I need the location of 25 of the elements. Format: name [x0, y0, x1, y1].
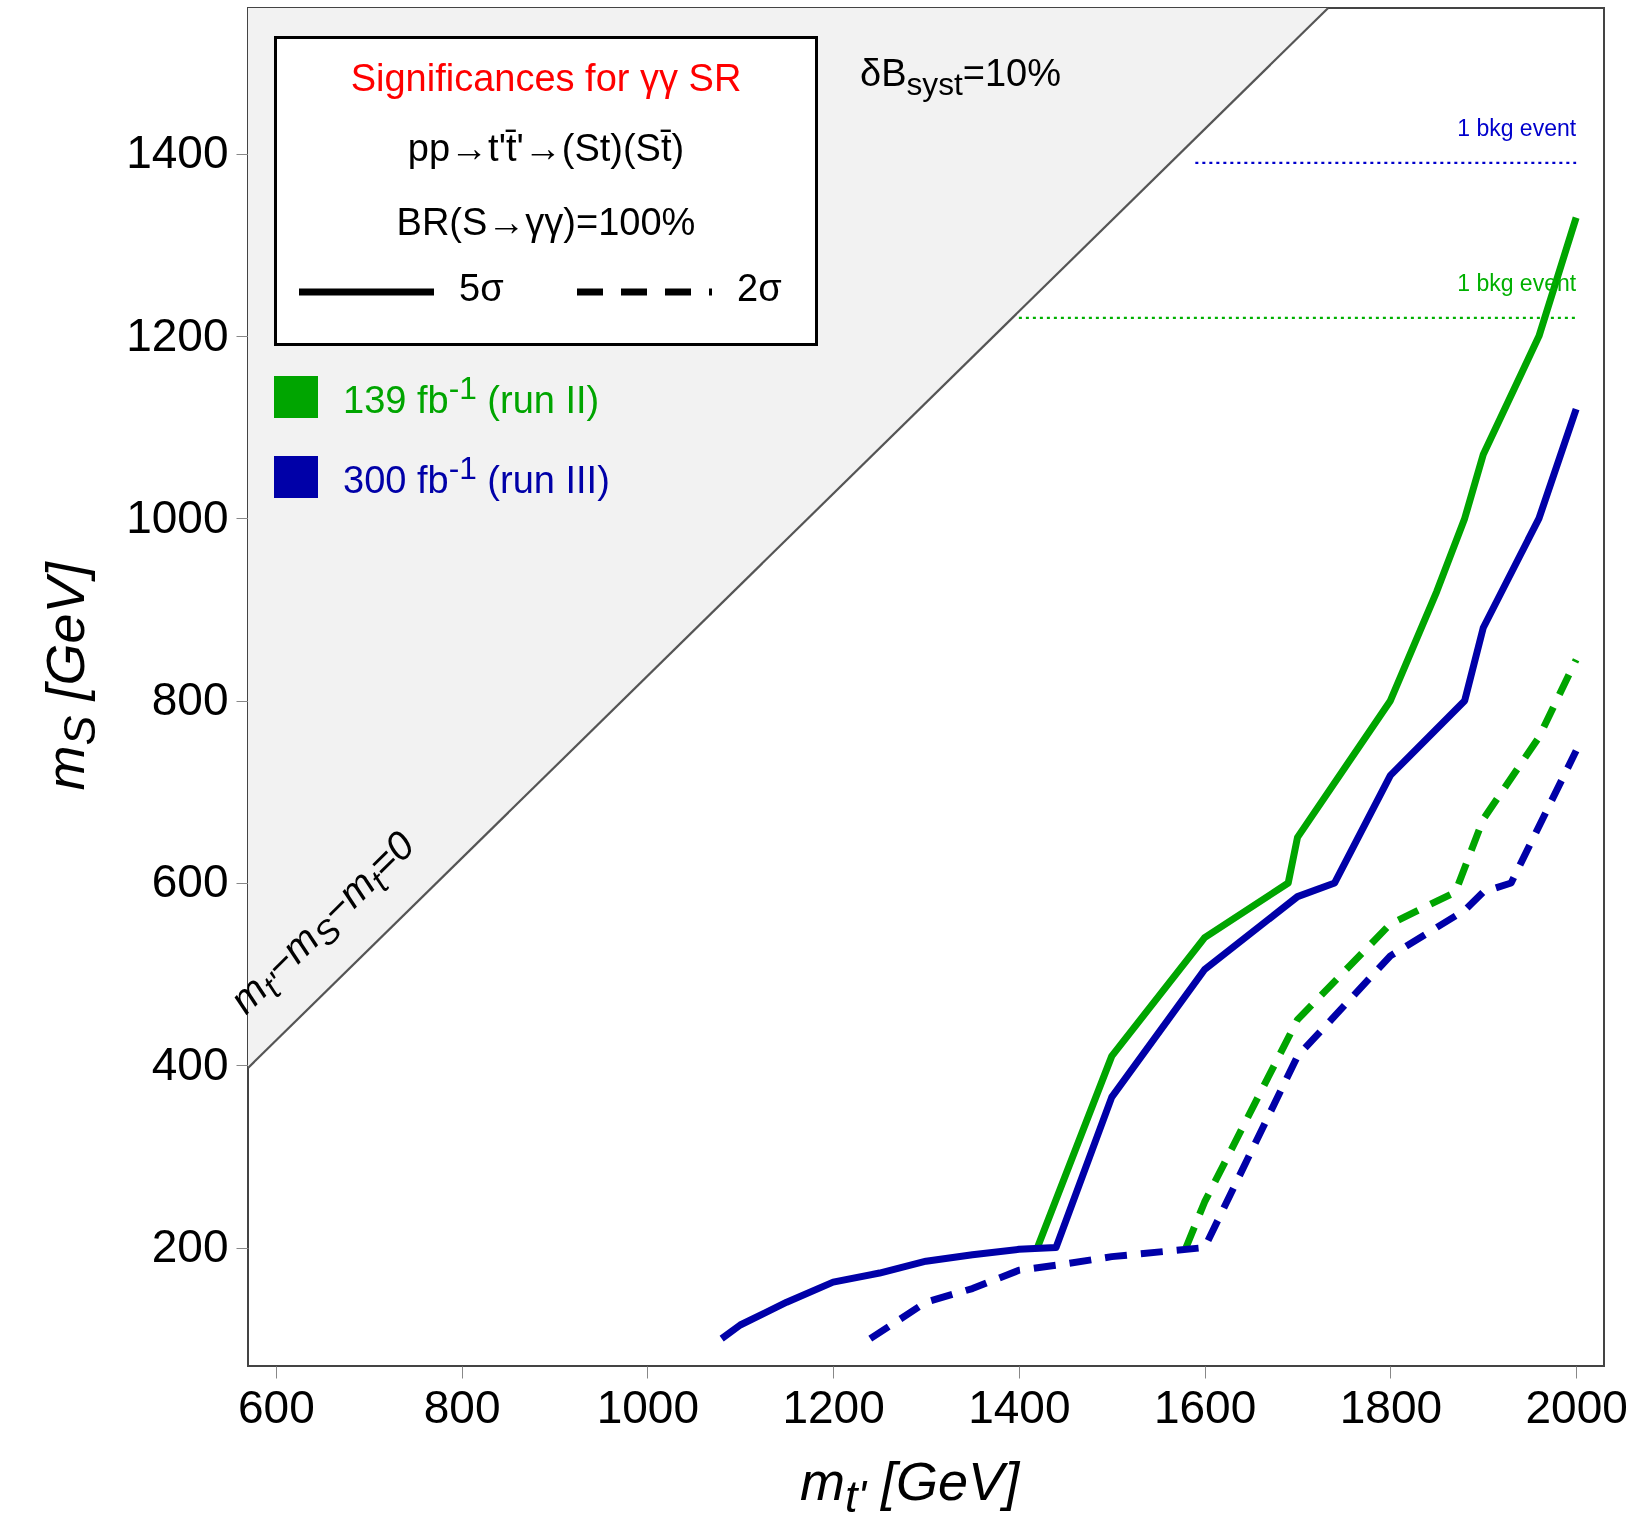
x-tick-label: 1800 — [1339, 1380, 1443, 1433]
x-axis-title: m$_{t'}$ [GeV] — [800, 1450, 1020, 1523]
annotation: 2σ — [737, 267, 782, 310]
y-tick-label: 1400 — [126, 126, 229, 179]
x-tick-label: 800 — [423, 1380, 501, 1433]
annotation: 5σ — [459, 267, 504, 310]
y-tick-label: 1000 — [126, 490, 229, 543]
x-tick-label: 1600 — [1153, 1380, 1257, 1433]
annotation: pp→t't̄'→(St)(St̄) — [406, 127, 686, 170]
legend-title: Significances for γγ SR — [349, 57, 743, 100]
x-tick-label: 1200 — [782, 1380, 885, 1433]
annotation: 1 bkg event — [1457, 114, 1577, 141]
y-tick-label: 800 — [151, 673, 229, 726]
y-tick-label: 200 — [151, 1220, 229, 1273]
y-tick-label: 400 — [151, 1037, 229, 1090]
annotation: δB$_{syst}$=10% — [860, 52, 1062, 103]
legend-label: 300 fb$^{-1}$ (run III) — [343, 450, 610, 502]
x-tick-label: 1400 — [968, 1380, 1071, 1433]
x-tick-label: 600 — [237, 1380, 315, 1433]
y-tick-label: 1200 — [126, 308, 229, 361]
legend-label: 139 fb$^{-1}$ (run II) — [343, 370, 600, 422]
x-tick-label: 2000 — [1525, 1380, 1628, 1433]
annotation: BR(S→γγ)=100% — [395, 201, 697, 244]
x-tick-label: 1000 — [596, 1380, 700, 1433]
y-tick-label: 600 — [151, 855, 229, 908]
